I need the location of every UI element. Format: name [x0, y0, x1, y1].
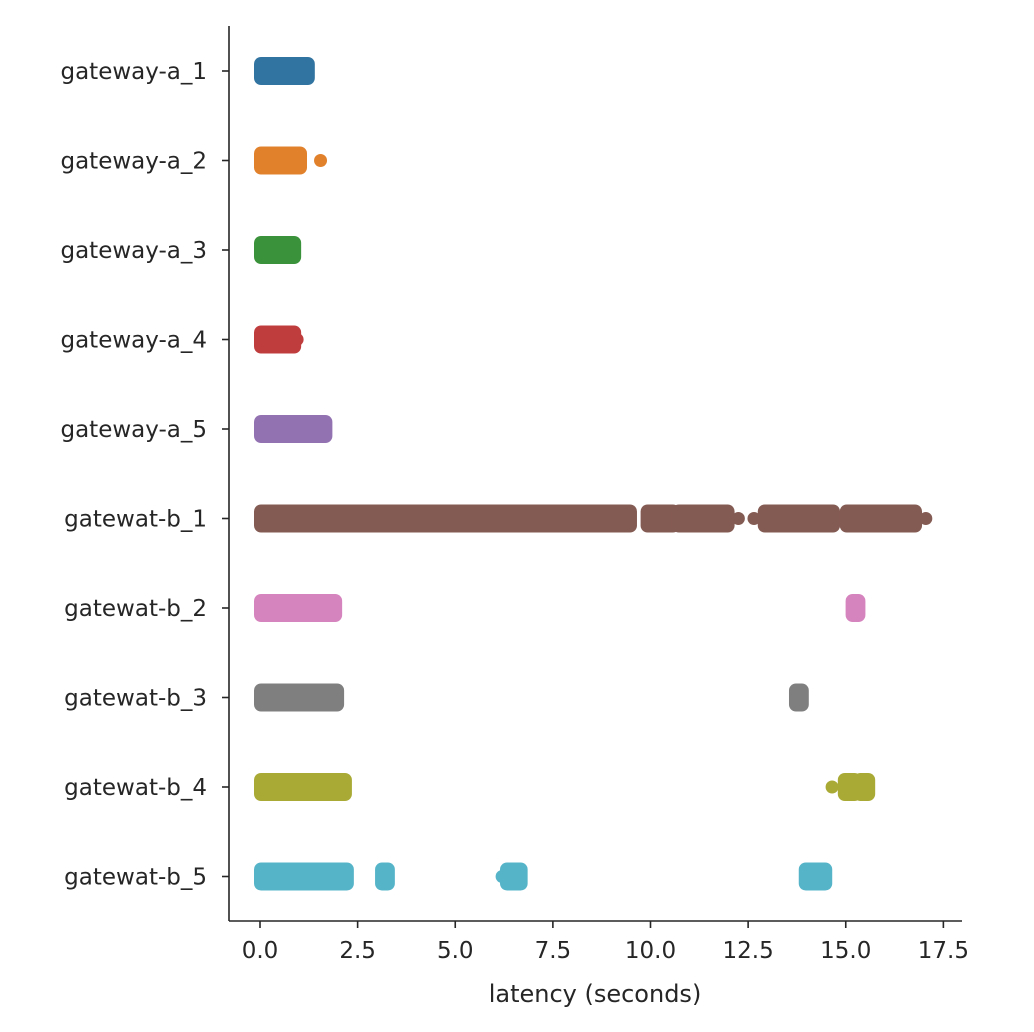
- y-tick-label: gateway-a_1: [60, 59, 207, 85]
- point-cluster: [671, 504, 735, 533]
- point-cluster: [500, 862, 528, 891]
- data-point: [825, 780, 839, 794]
- y-tick-label: gateway-a_4: [60, 328, 207, 354]
- x-tick-label: 2.5: [339, 938, 376, 964]
- data-point: [919, 512, 933, 525]
- data-point: [747, 512, 761, 525]
- data-point: [495, 870, 509, 883]
- point-cluster: [254, 415, 333, 443]
- y-tick-label: gatewat-b_3: [64, 686, 207, 712]
- point-cluster: [254, 594, 343, 622]
- point-cluster: [839, 504, 923, 533]
- point-cluster: [788, 683, 809, 712]
- y-tick-label: gatewat-b_4: [64, 775, 207, 801]
- point-cluster: [757, 504, 841, 533]
- point-cluster: [254, 236, 302, 264]
- y-tick-label: gateway-a_5: [60, 417, 207, 443]
- x-tick-label: 7.5: [535, 938, 572, 964]
- y-tick-label: gateway-a_3: [60, 238, 207, 264]
- point-cluster: [254, 57, 315, 85]
- y-tick-label: gatewat-b_5: [64, 865, 207, 891]
- x-tick-label: 5.0: [437, 938, 474, 964]
- point-cluster: [640, 504, 680, 533]
- data-point: [731, 512, 745, 525]
- x-tick-label: 15.0: [820, 938, 871, 964]
- point-cluster: [254, 325, 302, 354]
- y-tick-label: gatewat-b_2: [64, 596, 207, 622]
- data-point: [290, 333, 304, 346]
- y-tick-label: gatewat-b_1: [64, 507, 207, 533]
- point-cluster: [375, 862, 395, 891]
- y-tick-label: gateway-a_2: [60, 149, 207, 175]
- point-cluster: [254, 773, 352, 801]
- x-axis-label: latency (seconds): [489, 980, 702, 1008]
- point-cluster: [845, 594, 866, 622]
- x-tick-label: 17.5: [918, 938, 969, 964]
- data-point: [314, 154, 328, 167]
- point-cluster: [254, 683, 345, 712]
- x-tick-label: 0.0: [242, 938, 279, 964]
- point-cluster: [254, 862, 354, 891]
- point-cluster: [853, 773, 876, 801]
- y-axis-ticks: gateway-a_1 gateway-a_2 gateway-a_3gateway…: [60, 59, 229, 891]
- data-marks: [254, 57, 933, 891]
- point-cluster: [254, 146, 308, 175]
- point-cluster: [254, 504, 637, 533]
- x-axis-ticks: 0.0 2.5 5.0 7.5 10.0 12.5 15.0 17.5: [242, 921, 969, 964]
- x-tick-label: 12.5: [723, 938, 774, 964]
- x-tick-label: 10.0: [625, 938, 676, 964]
- point-cluster: [798, 862, 833, 891]
